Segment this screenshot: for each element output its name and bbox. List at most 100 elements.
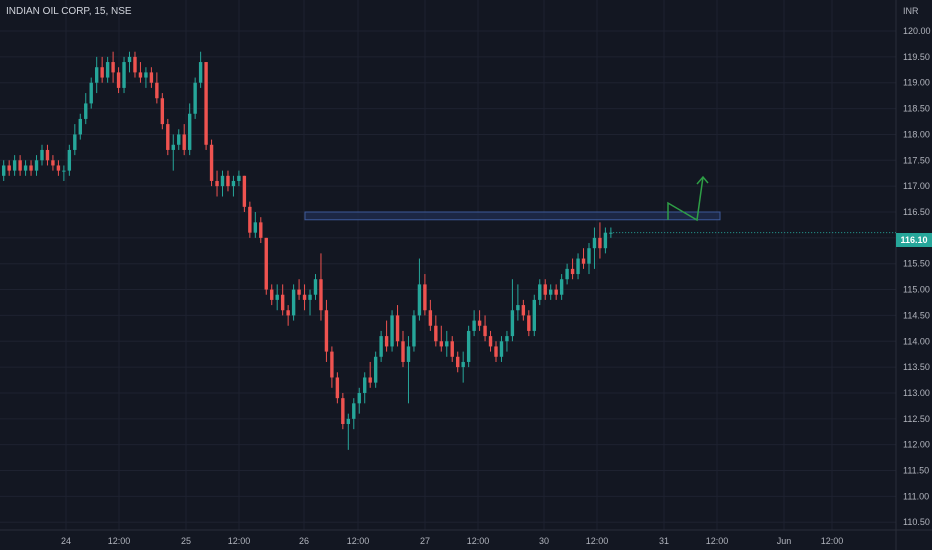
candle-body (538, 284, 542, 300)
candle-body (2, 165, 6, 176)
candle-body (346, 418, 351, 424)
candle-body (581, 258, 586, 264)
candle-body (543, 284, 547, 295)
x-tick-label: 30 (539, 536, 549, 546)
candle-body (248, 206, 252, 233)
candle-body (570, 268, 575, 275)
x-tick-label: Jun (777, 536, 792, 546)
candle-body (12, 160, 17, 171)
x-tick-label: 25 (181, 536, 191, 546)
candle-body (592, 237, 597, 249)
candle-body (576, 258, 580, 275)
arrowhead-icon (696, 175, 709, 185)
candle-body (456, 356, 460, 368)
candle-body (603, 232, 608, 249)
candle-body (445, 341, 449, 347)
candle-body (319, 279, 323, 311)
candle-body (193, 82, 197, 114)
y-tick-label: 114.00 (903, 336, 930, 346)
candle-body (368, 377, 372, 383)
x-tick-label: 12:00 (467, 536, 490, 546)
candle-body (505, 336, 509, 342)
y-tick-label: 118.00 (903, 129, 930, 139)
candle-body (177, 134, 181, 145)
candle-body (133, 56, 137, 73)
candle-body (29, 165, 33, 171)
candle-body (428, 310, 433, 326)
candle-body (324, 310, 329, 352)
y-tick-label: 112.50 (903, 414, 930, 424)
y-tick-label: 114.50 (903, 310, 930, 320)
candle-body (417, 284, 422, 316)
candle-body (155, 82, 159, 99)
candle-body (395, 315, 400, 342)
candle-body (280, 294, 285, 311)
y-tick-label: 112.00 (903, 440, 930, 450)
candle-body (499, 341, 504, 357)
candle-body (352, 403, 356, 419)
candle-body (516, 305, 520, 311)
candle-body (554, 289, 558, 295)
candle-body (51, 160, 55, 166)
candle-body (171, 144, 175, 150)
candle-body (160, 98, 165, 125)
candle-body (264, 237, 268, 290)
candle-body (122, 62, 126, 88)
x-tick-label: 12:00 (821, 536, 844, 546)
candle-body (313, 279, 318, 295)
candle-body (270, 289, 274, 300)
candle-body (56, 165, 61, 171)
y-tick-label: 113.50 (903, 362, 930, 372)
candle-body (434, 325, 438, 342)
candle-body (253, 222, 258, 233)
candle-body (231, 180, 236, 187)
candle-body (494, 346, 498, 357)
candle-body (45, 149, 50, 161)
candle-body (40, 149, 44, 161)
candle-body (587, 248, 591, 264)
candle-body (275, 294, 279, 300)
projection-arrow[interactable] (667, 176, 704, 222)
y-tick-label: 119.00 (903, 78, 930, 88)
candle-body (423, 284, 427, 311)
y-tick-label: 117.00 (903, 181, 930, 191)
y-tick-label: 120.00 (903, 26, 931, 36)
candle-body (297, 289, 301, 295)
candle-body (7, 165, 11, 171)
x-tick-label: 12:00 (706, 536, 729, 546)
candle-body (477, 320, 482, 326)
y-tick-label: 119.50 (903, 52, 930, 62)
symbol-title[interactable]: INDIAN OIL CORP, 15, NSE (6, 6, 132, 17)
candle-body (67, 149, 72, 171)
candle-body (461, 361, 465, 368)
candle-body (598, 237, 602, 249)
candle-body (84, 103, 88, 119)
candle-body (450, 341, 454, 357)
y-tick-label: 110.50 (903, 517, 930, 527)
candle-body (89, 82, 93, 104)
candle-body (488, 336, 493, 347)
candle-body (527, 315, 531, 331)
candle-body (18, 160, 22, 171)
candle-body (357, 392, 361, 404)
candle-body (237, 175, 241, 181)
candle-body (363, 377, 367, 393)
x-tick-label: 26 (299, 536, 309, 546)
candle-body (127, 56, 132, 63)
y-tick-label: 111.50 (903, 466, 929, 476)
candle-body (73, 134, 77, 150)
candle-body (472, 320, 476, 331)
candle-body (198, 62, 203, 83)
candle-body (341, 398, 345, 424)
candle-body (62, 170, 66, 172)
resistance-zone[interactable] (304, 211, 721, 221)
x-tick-label: 12:00 (347, 536, 370, 546)
candle-body (291, 289, 296, 316)
candle-body (302, 294, 307, 300)
y-tick-label: 116.50 (903, 207, 930, 217)
candle-body (78, 118, 82, 135)
candle-body (521, 305, 526, 316)
candle-body (111, 62, 115, 73)
candle-body (510, 310, 515, 337)
